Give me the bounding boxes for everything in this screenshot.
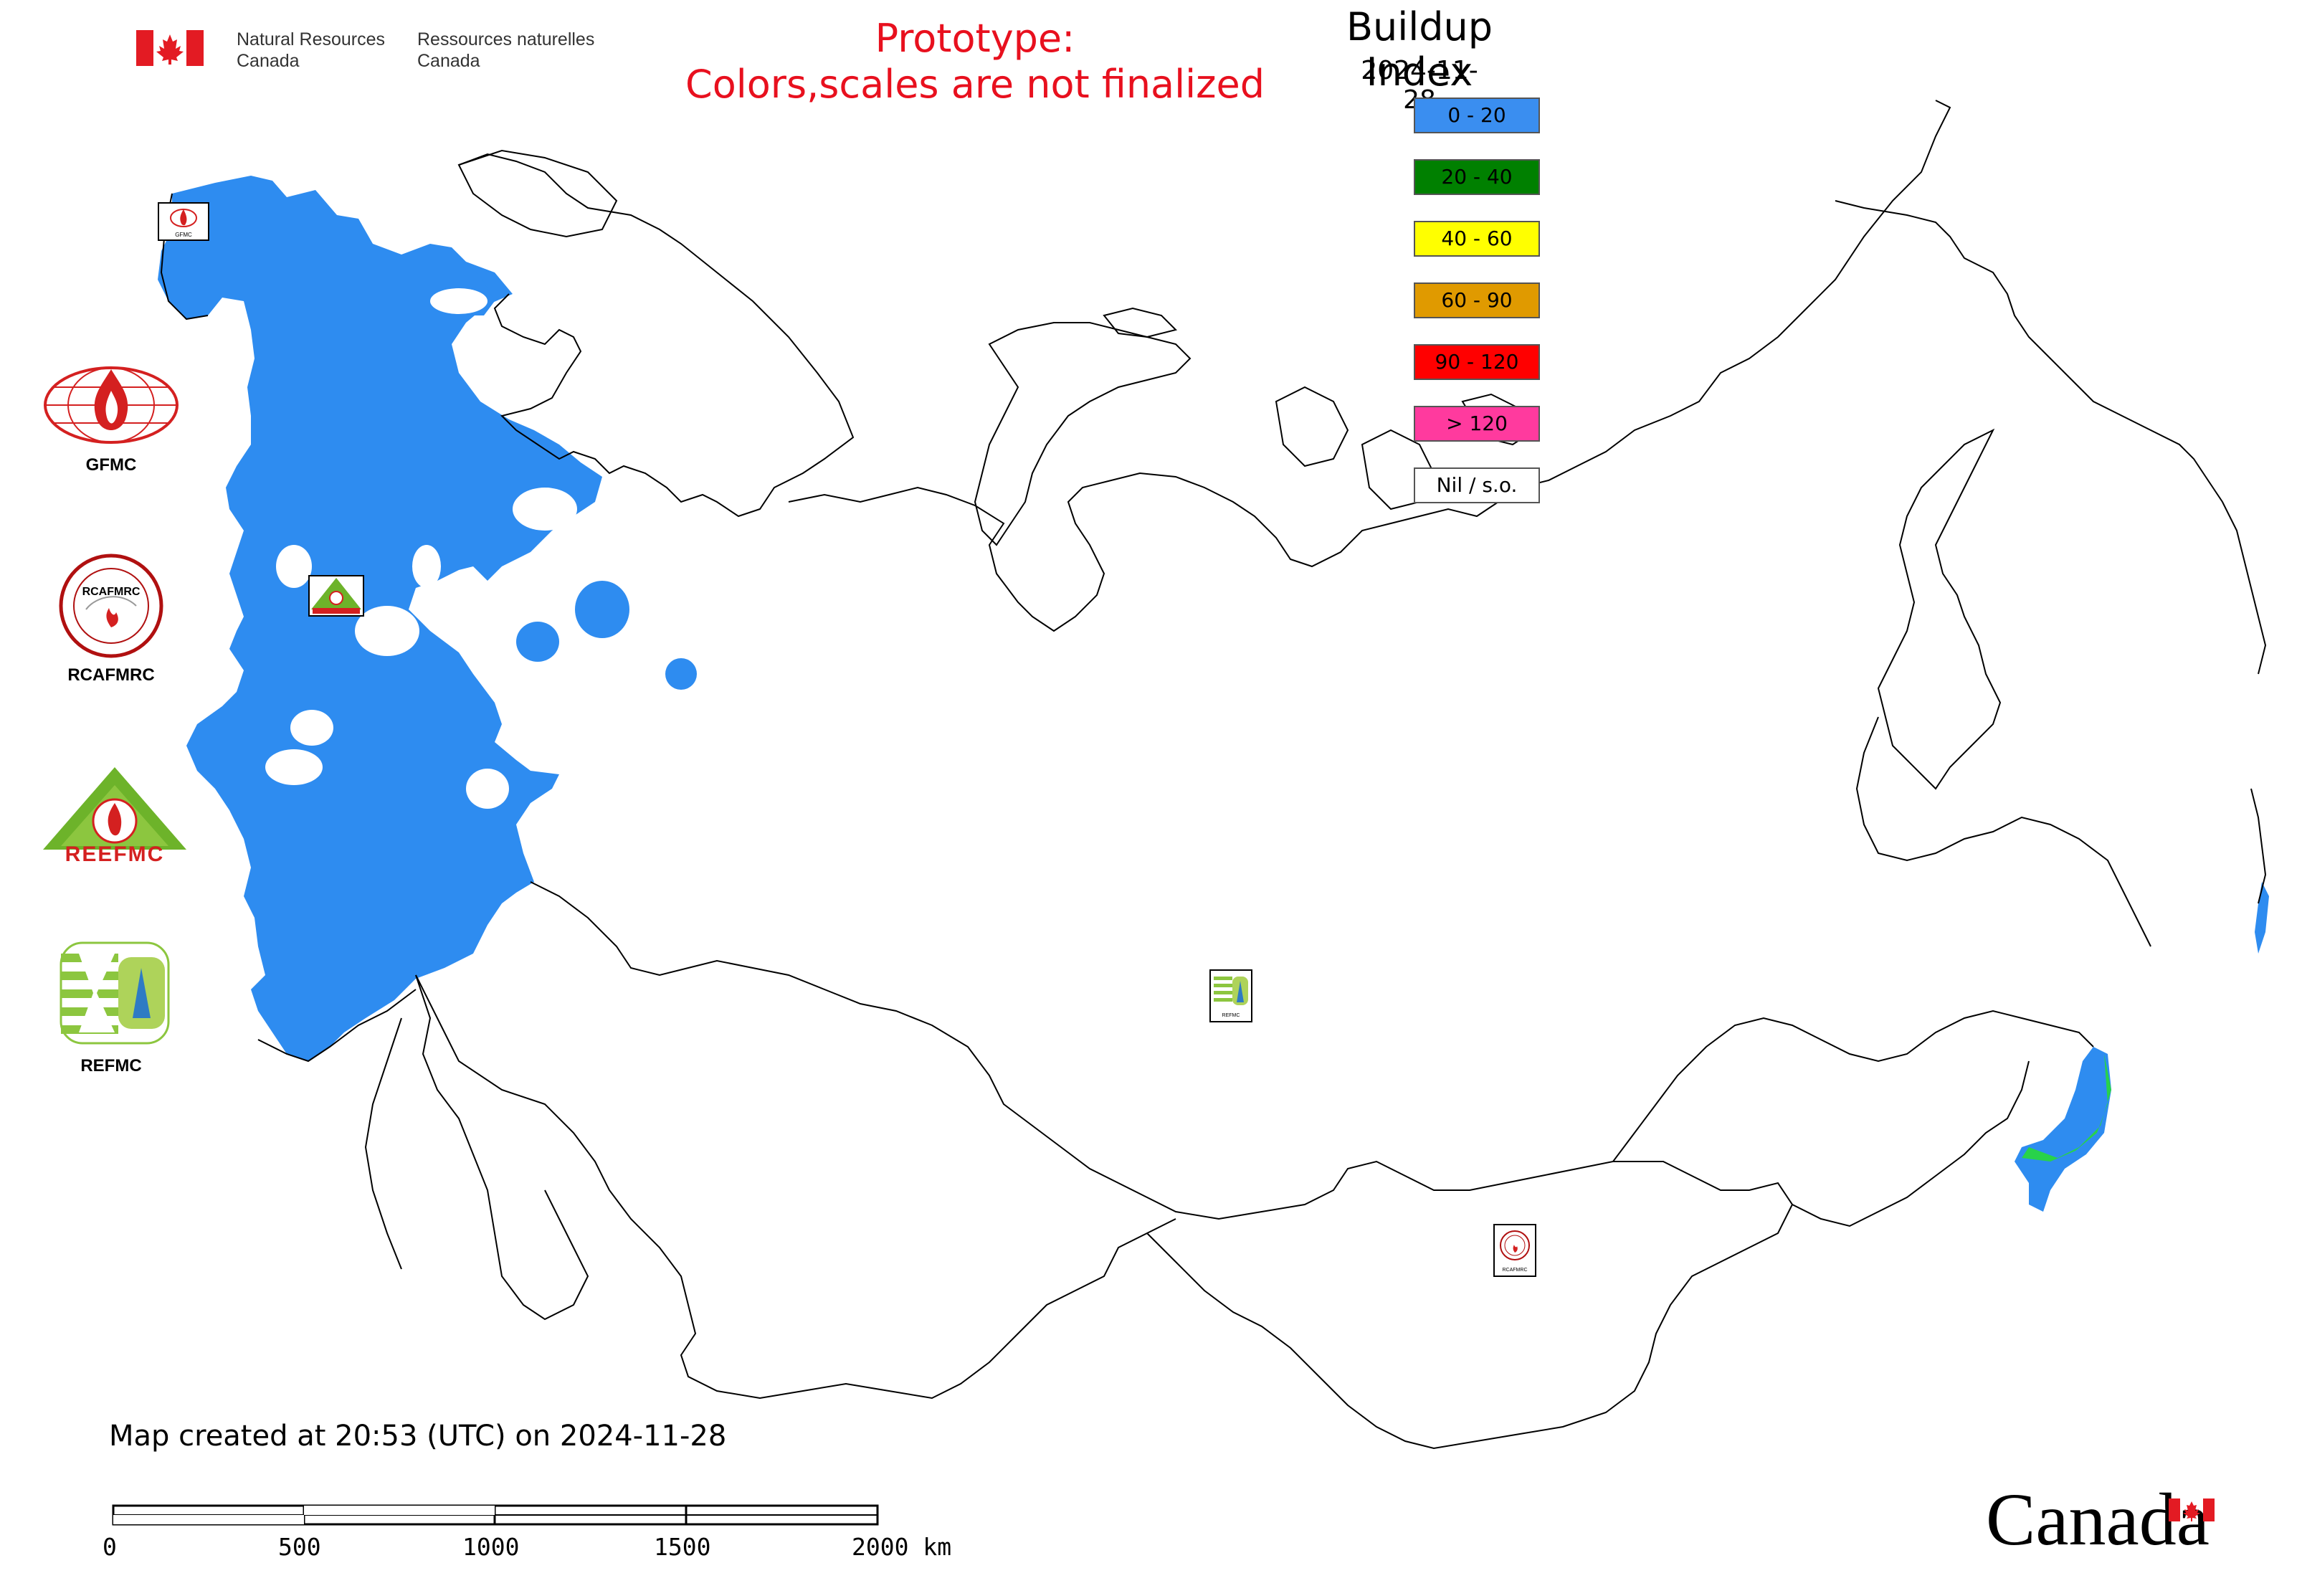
rcafmrc-inner-text: RCAFMRC [82, 586, 141, 598]
legend-item: 0 - 20 [1414, 98, 1540, 133]
nrcan-en-line2: Canada [237, 51, 300, 71]
legend-item: 40 - 60 [1414, 221, 1540, 257]
prototype-line2: Colors,scales are not finalized [685, 62, 1265, 107]
legend-item: 90 - 120 [1414, 344, 1540, 380]
legend-item: 20 - 40 [1414, 159, 1540, 195]
gfmc-logo [44, 366, 179, 444]
refmc-map-marker[interactable]: REFMC [1209, 969, 1252, 1022]
scale-label-0: 0 [103, 1533, 117, 1561]
legend-item: 60 - 90 [1414, 282, 1540, 318]
nrcan-name-french: Ressources naturelles Canada [417, 29, 594, 72]
scale-bar [112, 1504, 879, 1526]
scale-label-1000: 1000 [462, 1533, 520, 1561]
legend-item: > 120 [1414, 406, 1540, 442]
prototype-notice: Prototype: Colors,scales are not finaliz… [617, 16, 1333, 108]
rcafmrc-map-marker[interactable]: RCAFMRC [1493, 1224, 1536, 1277]
scale-label-1500: 1500 [654, 1533, 711, 1561]
data-gaps [265, 288, 577, 809]
refmc-logo [60, 941, 170, 1045]
country-borders [160, 100, 2267, 1450]
reefmc-map-marker[interactable] [308, 575, 364, 617]
bui-data-area-east [2015, 882, 2269, 1212]
map-title: Buildup Index [1346, 4, 1493, 95]
reefmc-label: REEFMC [65, 842, 165, 866]
gfmc-map-marker[interactable]: GFMC [158, 202, 209, 241]
scale-label-2000: 2000 km [852, 1533, 952, 1561]
nrcan-en-line1: Natural Resources [237, 29, 386, 49]
rcafmrc-marker-text: RCAFMRC [1503, 1268, 1528, 1273]
nrcan-fr-line1: Ressources naturelles [417, 29, 595, 49]
nrcan-fr-line2: Canada [417, 51, 480, 71]
canada-flag-icon [136, 30, 204, 66]
refmc-label: REFMC [80, 1056, 142, 1075]
reefmc-logo [43, 767, 186, 850]
refmc-marker-text: REFMC [1222, 1013, 1240, 1018]
nrcan-name-english: Natural Resources Canada [237, 29, 385, 72]
gfmc-label: GFMC [85, 455, 137, 475]
canada-wordmark-flag-icon [2169, 1498, 2215, 1521]
gfmc-marker-text: GFMC [175, 232, 192, 238]
legend-item: Nil / s.o. [1414, 467, 1540, 503]
prototype-line1: Prototype: [875, 16, 1075, 61]
map-created-text: Map created at 20:53 (UTC) on 2024-11-28 [109, 1420, 727, 1453]
rcafmrc-label: RCAFMRC [67, 665, 155, 685]
bui-data-area-west [158, 176, 697, 1061]
scale-label-500: 500 [278, 1533, 321, 1561]
rcafmrc-logo: RCAFMRC [59, 554, 163, 658]
